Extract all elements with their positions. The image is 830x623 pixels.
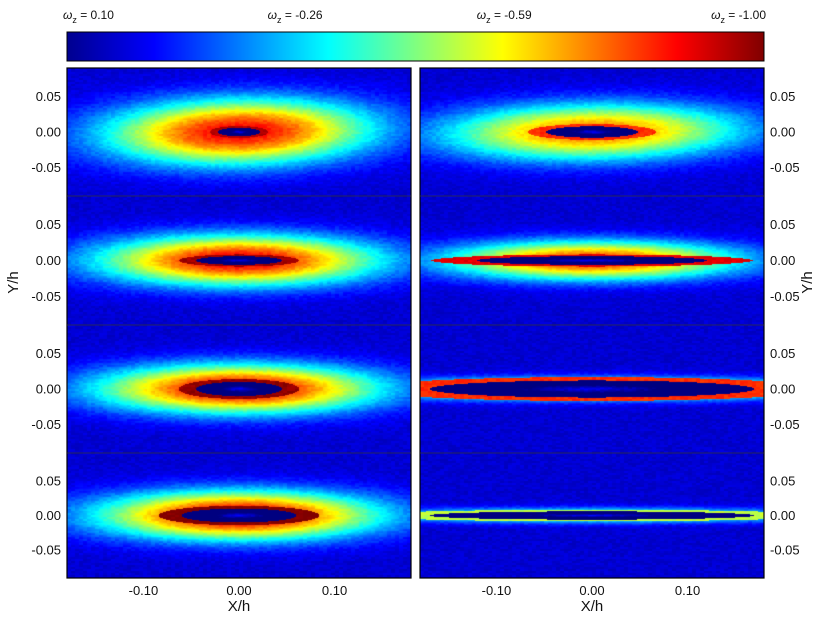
y-tick-label: 0.00 [36, 382, 61, 397]
heatmap-panel [67, 196, 411, 325]
x-tick-label: 0.00 [226, 583, 251, 598]
x-tick-label: 0.10 [322, 583, 347, 598]
x-tick-label: 0.00 [579, 583, 604, 598]
colorbar-label: ωz = -1.00 [711, 8, 766, 25]
colorbar-label: ωz = 0.10 [63, 8, 114, 25]
x-axis-label: X/h [228, 598, 251, 615]
y-tick-label: 0.00 [36, 508, 61, 523]
panel-frame [419, 67, 765, 579]
y-tick-label: 0.00 [36, 125, 61, 140]
colorbar-labels: ωz = 0.10 ωz = -0.26 ωz = -0.59 ωz = -1.00 [63, 8, 766, 25]
y-tick-label: 0.05 [770, 346, 795, 361]
heatmap-panel [420, 68, 764, 196]
y-tick-label: 0.05 [36, 217, 61, 232]
panels [67, 68, 764, 578]
heatmap-panel [420, 325, 764, 453]
y-tick-label: -0.05 [31, 289, 61, 304]
colorbar-bar [66, 31, 765, 62]
y-tick-label: 0.05 [36, 473, 61, 488]
y-tick-label: -0.05 [770, 160, 800, 175]
heatmap-panel [420, 196, 764, 325]
heatmap-panel [67, 453, 411, 578]
y-tick-label: 0.05 [36, 346, 61, 361]
y-tick-label: -0.05 [31, 160, 61, 175]
y-tick-label: 0.00 [770, 382, 795, 397]
y-tick-label: -0.05 [31, 543, 61, 558]
y-tick-label: 0.05 [36, 89, 61, 104]
y-axis-label: Y/h [799, 271, 816, 294]
y-tick-label: 0.00 [770, 253, 795, 268]
y-tick-label: -0.05 [770, 543, 800, 558]
x-axis-label: X/h [581, 598, 604, 615]
y-axis-label: Y/h [5, 271, 22, 294]
x-tick-label: 0.10 [675, 583, 700, 598]
y-tick-label: 0.00 [770, 125, 795, 140]
y-tick-label: 0.05 [770, 473, 795, 488]
y-tick-label: 0.00 [770, 508, 795, 523]
y-tick-label: -0.05 [770, 289, 800, 304]
y-tick-label: 0.05 [770, 217, 795, 232]
colorbar [66, 31, 765, 62]
heatmap-panel [420, 453, 764, 578]
colorbar-label: ωz = -0.59 [477, 8, 532, 25]
axes: 0.05 0.00 -0.05 0.05 0.00 -0.05 0.05 0.00 -0.05 0… [5, 67, 816, 615]
colorbar-label: ωz = -0.26 [268, 8, 323, 25]
heatmap-panel [67, 325, 411, 453]
y-tick-label: 0.00 [36, 253, 61, 268]
x-tick-label: -0.10 [482, 583, 512, 598]
y-tick-label: -0.05 [770, 417, 800, 432]
x-tick-label: -0.10 [129, 583, 159, 598]
y-tick-label: -0.05 [31, 417, 61, 432]
heatmap-panel [67, 68, 411, 196]
y-tick-label: 0.05 [770, 89, 795, 104]
panel-frame [66, 67, 412, 579]
